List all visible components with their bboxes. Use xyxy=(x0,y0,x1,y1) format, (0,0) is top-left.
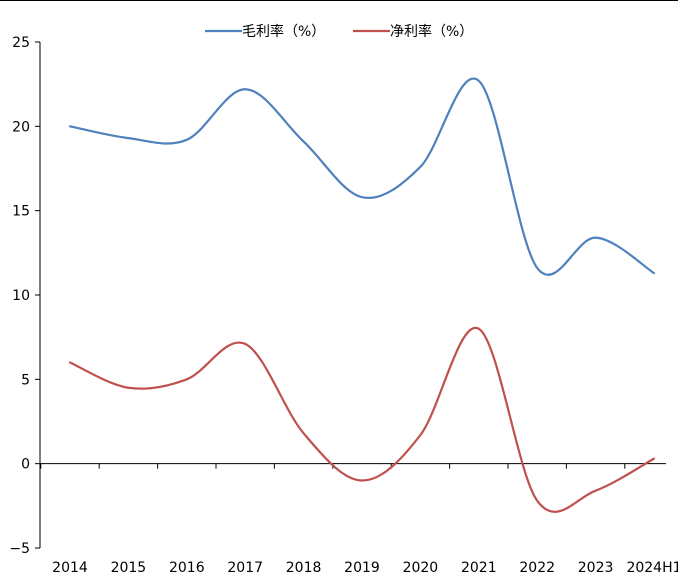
x-tick-label: 2024H1 xyxy=(626,560,678,576)
gross-margin-line xyxy=(68,77,656,276)
x-tick-label: 2023 xyxy=(578,560,614,576)
legend-label: 净利率（%） xyxy=(390,23,473,40)
y-tick-label: 15 xyxy=(12,204,30,220)
x-tick-label: 2021 xyxy=(461,560,497,576)
x-tick-label: 2022 xyxy=(519,560,555,576)
y-tick-label: 0 xyxy=(21,457,30,473)
x-tick-label: 2017 xyxy=(227,560,263,576)
x-tick-label: 2018 xyxy=(286,560,322,576)
x-tick-label: 2015 xyxy=(111,560,147,576)
x-tick-label: 2020 xyxy=(403,560,439,576)
legend: 毛利率（%） 净利率（%） xyxy=(205,23,473,40)
y-tick-label: 20 xyxy=(12,119,30,135)
axes: −5 0 5 10 15 20 25 2014 2015 2016 2017 2018 2019 2020… xyxy=(9,35,678,576)
y-tick-label: 5 xyxy=(21,372,30,388)
x-tick-label: 2014 xyxy=(52,560,88,576)
legend-label: 毛利率（%） xyxy=(242,23,325,40)
x-tick-label: 2019 xyxy=(344,560,380,576)
y-tick-label: 10 xyxy=(12,288,30,304)
series-group xyxy=(68,77,656,513)
y-tick-label: −5 xyxy=(9,541,30,557)
y-tick-label: 25 xyxy=(12,35,30,51)
x-tick-label: 2016 xyxy=(169,560,205,576)
net-margin-line xyxy=(68,326,656,513)
